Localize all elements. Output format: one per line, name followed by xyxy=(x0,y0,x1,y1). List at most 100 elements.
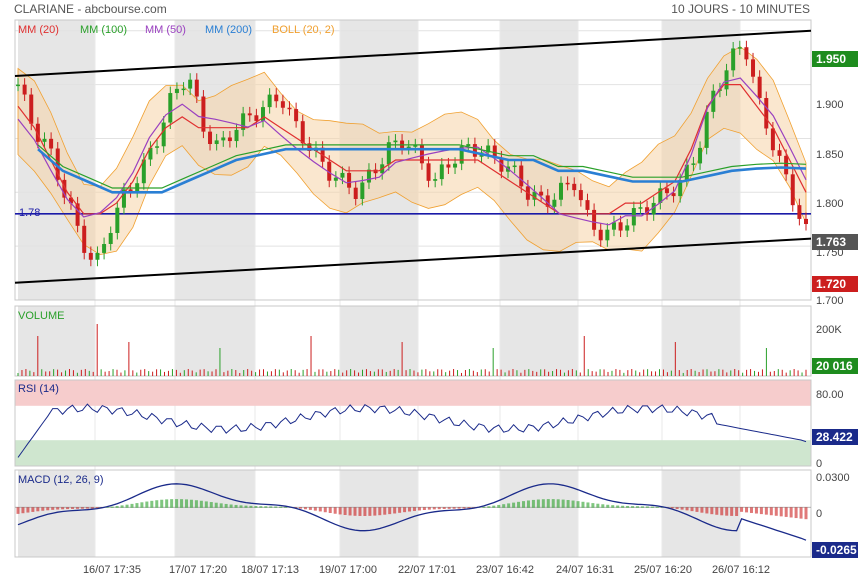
x-label-2: 17/07 17:20 xyxy=(169,564,227,576)
candle-body-63 xyxy=(433,179,438,181)
macd-hist-91 xyxy=(467,507,471,509)
macd-hist-103 xyxy=(526,500,530,508)
chart-title: CLARIANE - abcbourse.com xyxy=(14,2,167,16)
macd-hist-7 xyxy=(51,507,55,510)
macd-hist-149 xyxy=(754,507,758,514)
candle-body-110 xyxy=(744,47,749,60)
macd-hist-40 xyxy=(214,502,218,508)
candle-body-51 xyxy=(353,187,358,199)
candle-body-41 xyxy=(287,107,292,110)
macd-line xyxy=(17,483,807,541)
candle-body-16 xyxy=(121,189,126,208)
macd-hist-20 xyxy=(115,506,119,508)
macd-hist-10 xyxy=(66,507,70,510)
candle-body-37 xyxy=(261,107,266,121)
rsi-tick-80: 80.00 xyxy=(816,389,844,401)
candle-body-10 xyxy=(82,225,87,253)
macd-hist-64 xyxy=(333,507,337,514)
macd-hist-136 xyxy=(690,507,694,512)
macd-hist-74 xyxy=(383,507,387,515)
candle-body-100 xyxy=(678,180,683,197)
macd-hist-141 xyxy=(715,507,719,515)
chart-period: 10 JOURS - 10 MINUTES xyxy=(671,2,810,16)
macd-hist-126 xyxy=(640,506,644,508)
macd-hist-30 xyxy=(165,499,169,508)
macd-hist-148 xyxy=(749,507,753,513)
macd-hist-24 xyxy=(135,503,139,508)
macd-hist-62 xyxy=(323,507,327,513)
macd-hist-134 xyxy=(680,507,684,510)
candle-body-47 xyxy=(327,161,332,181)
macd-hist-98 xyxy=(502,504,506,508)
macd-hist-116 xyxy=(591,503,595,508)
candle-body-84 xyxy=(572,183,577,191)
candle-body-6 xyxy=(55,148,60,180)
panel-frames xyxy=(14,19,812,558)
candle-body-3 xyxy=(35,123,40,142)
macd-hist-49 xyxy=(259,506,263,508)
y-tick-1900: 1.900 xyxy=(816,99,844,111)
macd-hist-110 xyxy=(561,499,565,508)
x-label-5: 22/07 17:01 xyxy=(398,564,456,576)
macd-hist-9 xyxy=(61,507,65,510)
day-band-0-1 xyxy=(18,306,95,376)
candle-body-23 xyxy=(168,93,173,123)
macd-hist-127 xyxy=(645,506,649,508)
macd-hist-67 xyxy=(348,507,352,516)
macd-hist-114 xyxy=(581,501,585,508)
candle-body-38 xyxy=(267,94,272,108)
macd-hist-88 xyxy=(452,507,456,509)
candle-body-104 xyxy=(704,111,709,148)
macd-hist-151 xyxy=(764,507,768,515)
macd-hist-112 xyxy=(571,500,575,508)
macd-hist-4 xyxy=(36,507,40,512)
candle-body-105 xyxy=(711,90,716,112)
candle-body-89 xyxy=(605,229,610,241)
volume-tag-text: 20 016 xyxy=(816,359,853,373)
candle-body-65 xyxy=(446,164,451,168)
macd-hist-90 xyxy=(462,507,466,509)
macd-hist-147 xyxy=(745,507,749,513)
macd-hist-14 xyxy=(85,507,89,509)
candle-body-99 xyxy=(671,193,676,197)
macd-hist-76 xyxy=(393,507,397,514)
candle-body-53 xyxy=(366,169,371,183)
candle-body-18 xyxy=(135,183,140,192)
price-tag-high-text: 1.950 xyxy=(816,52,846,66)
macd-hist-31 xyxy=(170,499,174,508)
macd-hist-65 xyxy=(338,507,342,515)
candle-body-78 xyxy=(532,191,537,200)
candle-body-85 xyxy=(578,190,583,201)
rsi-tag-text: 28.422 xyxy=(816,430,853,444)
macd-tag xyxy=(812,542,858,558)
candle-body-67 xyxy=(459,146,464,164)
macd-hist-150 xyxy=(759,507,763,515)
y-tick-1700: 1.700 xyxy=(816,295,844,307)
x-label-6: 23/07 16:42 xyxy=(476,564,534,576)
volume-tick-200k: 200K xyxy=(816,324,842,336)
macd-hist-146 xyxy=(740,507,744,512)
rsi-overbought-zone xyxy=(15,380,811,406)
x-label-3: 18/07 17:13 xyxy=(241,564,299,576)
macd-hist-22 xyxy=(125,504,129,508)
candle-body-71 xyxy=(486,145,491,153)
candle-body-42 xyxy=(294,109,299,122)
macd-hist-145 xyxy=(735,507,739,516)
candle-body-49 xyxy=(340,172,345,178)
macd-hist-27 xyxy=(150,500,154,508)
macd-hist-143 xyxy=(725,507,729,516)
day-band-1-2 xyxy=(175,470,255,557)
macd-hist-105 xyxy=(536,499,540,508)
background-layer xyxy=(15,20,811,557)
macd-hist-78 xyxy=(403,507,407,513)
candle-body-15 xyxy=(115,207,120,233)
macd-hist-124 xyxy=(631,506,635,508)
candle-body-26 xyxy=(188,79,193,89)
candle-body-60 xyxy=(413,145,418,147)
rsi-title: RSI (14) xyxy=(18,383,59,395)
macd-hist-16 xyxy=(95,507,99,509)
macd-hist-159 xyxy=(804,507,808,520)
candle-body-76 xyxy=(519,165,524,187)
candle-body-27 xyxy=(194,79,199,97)
